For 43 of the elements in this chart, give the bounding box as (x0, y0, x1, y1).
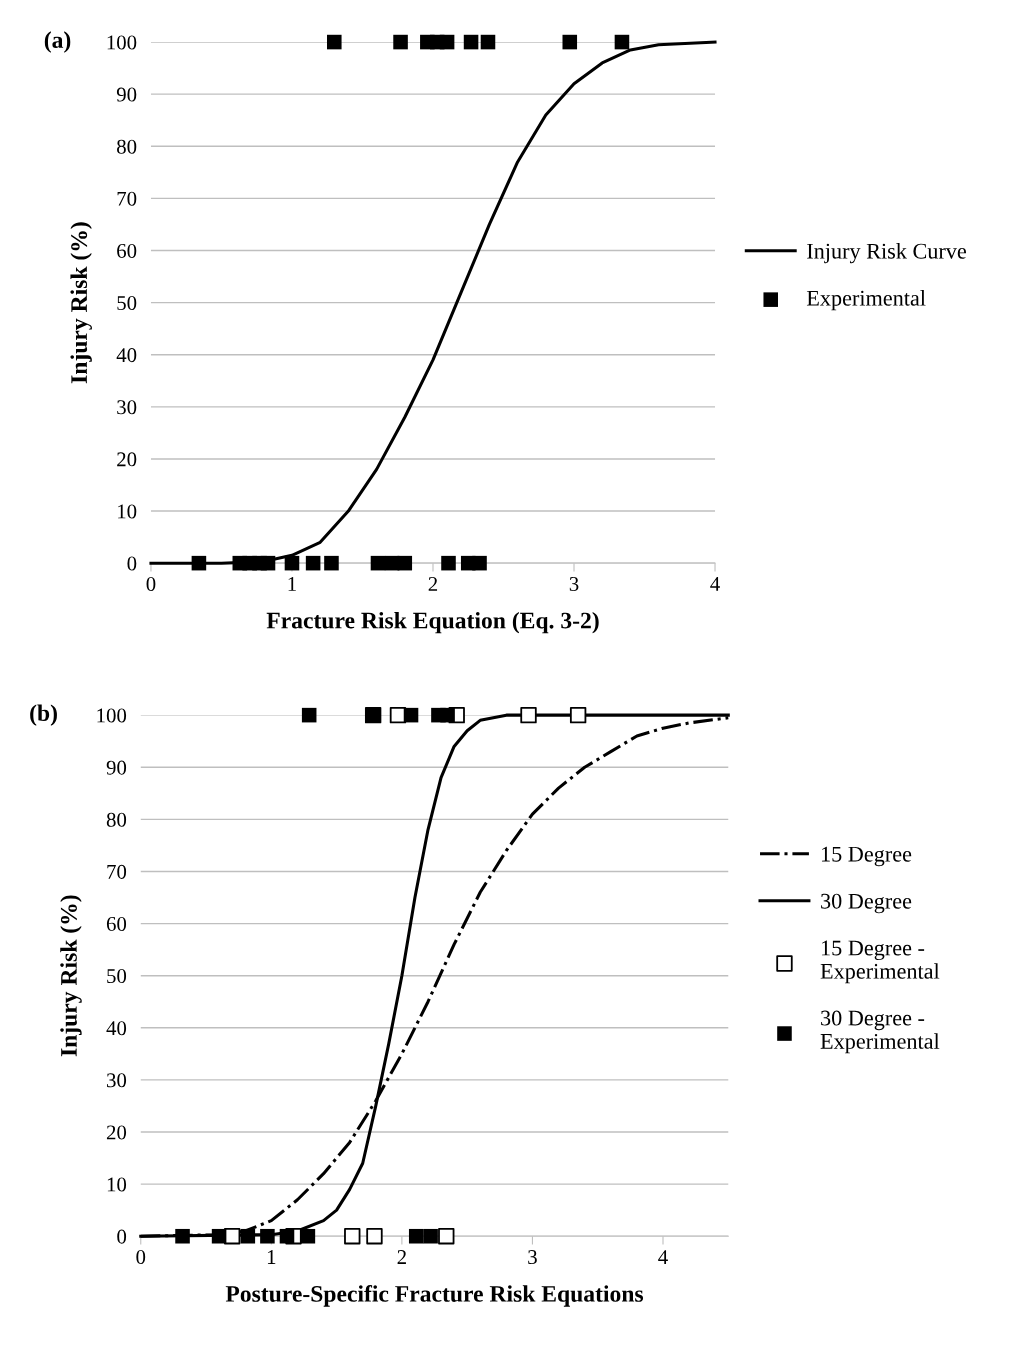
x-axis-title: Fracture Risk Equation (Eq. 3-2) (266, 611, 599, 634)
y-tick-label: 10 (107, 1177, 127, 1192)
y-axis-title: Injury Risk (%) (60, 895, 82, 1057)
y-tick-label: 0 (127, 556, 137, 571)
y-tick-label: 100 (97, 708, 127, 723)
x-tick-label: 2 (428, 577, 438, 591)
y-axis-title: Injury Risk (%) (70, 222, 92, 384)
x-axis-title: Posture-Specific Fracture Risk Equations (225, 1284, 644, 1307)
x-tick-label: 1 (288, 577, 296, 591)
y-tick-label: 0 (117, 1229, 127, 1244)
y-tick-label: 90 (116, 87, 137, 102)
x-tick-label: 2 (397, 1250, 406, 1264)
legend-label: Injury Risk Curve (807, 243, 967, 264)
y-tick-label: 50 (117, 295, 137, 311)
y-tick-label: 20 (117, 452, 137, 467)
y-tick-label: 90 (106, 760, 127, 775)
y-tick-label: 20 (106, 1125, 127, 1140)
y-tick-label: 40 (106, 1021, 127, 1036)
y-tick-label: 80 (117, 139, 137, 154)
y-tick-label: 30 (117, 400, 137, 415)
x-tick-label: 3 (569, 577, 579, 592)
x-tick-label: 4 (658, 1250, 668, 1264)
y-tick-label: 50 (107, 969, 127, 984)
legend-label: 15 Degree - Experimental (820, 940, 940, 984)
x-tick-label: 3 (528, 1250, 537, 1265)
legend-label: 15 Degree (821, 846, 912, 867)
x-tick-label: 1 (267, 1250, 276, 1264)
y-tick-label: 10 (118, 504, 137, 519)
y-tick-label: 100 (107, 35, 137, 50)
y-tick-label: 40 (116, 348, 137, 363)
chart-title: (a) (44, 31, 71, 53)
y-tick-label: 60 (106, 916, 127, 932)
x-tick-label: 0 (146, 576, 156, 592)
y-tick-label: 70 (117, 191, 137, 206)
chart-title: (b) (30, 704, 57, 726)
x-tick-label: 4 (710, 577, 720, 591)
legend-label: 30 Degree - Experimental (820, 1010, 940, 1054)
y-tick-label: 70 (107, 864, 127, 879)
legend-label: 30 Degree (821, 893, 912, 914)
y-tick-label: 80 (106, 812, 127, 827)
legend-label: Experimental (806, 290, 926, 311)
y-tick-label: 60 (117, 243, 137, 258)
y-tick-label: 30 (107, 1073, 127, 1088)
